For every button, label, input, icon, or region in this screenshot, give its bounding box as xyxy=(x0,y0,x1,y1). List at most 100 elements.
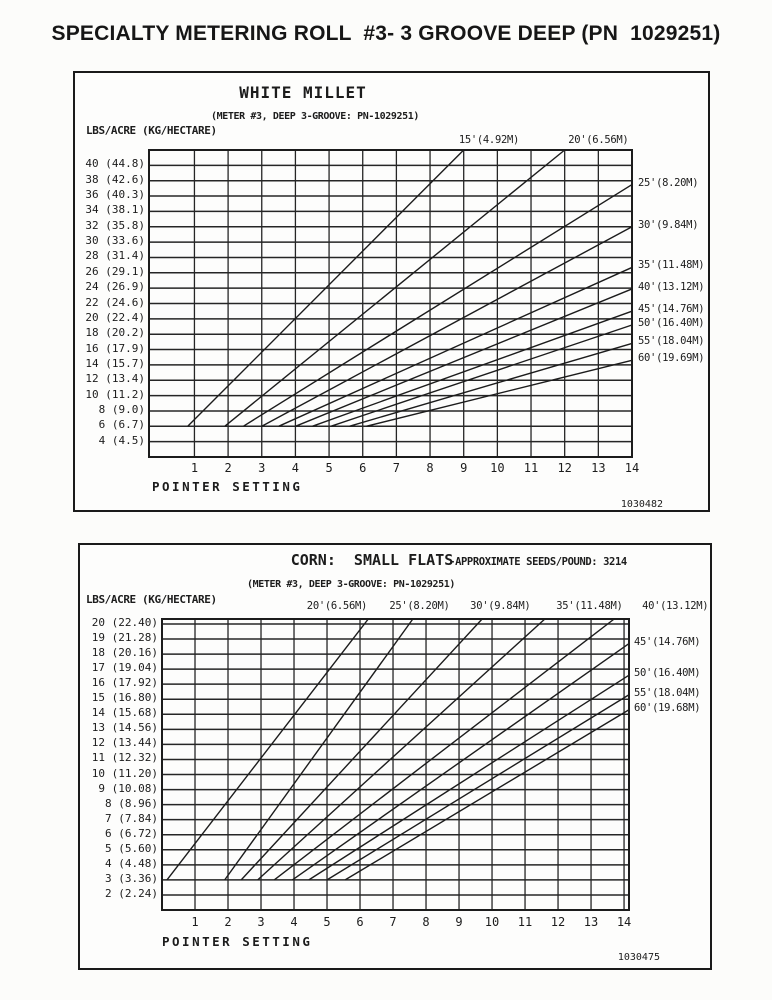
x-tick-label: 10 xyxy=(490,461,505,475)
series-line-55ft xyxy=(326,694,630,881)
y-tick-label: 16 (17.92) xyxy=(91,676,158,690)
x-tick-label: 9 xyxy=(460,461,468,475)
y-tick-label: 36 (40.3) xyxy=(85,188,145,202)
x-tick-label: 3 xyxy=(257,915,265,929)
x-tick-label: 4 xyxy=(290,915,298,929)
series-line-25ft xyxy=(242,183,633,427)
y-tick-label: 11 (12.32) xyxy=(91,751,158,765)
series-line-50ft xyxy=(308,674,630,881)
series-label-50ft: 50'(16.40M) xyxy=(634,667,701,680)
y-tick-label: 22 (24.6) xyxy=(85,295,145,309)
chart-title: CORN: SMALL FLATS xyxy=(290,551,454,569)
y-tick-label: 16 (17.9) xyxy=(85,341,145,355)
x-tick-label: 5 xyxy=(325,461,333,475)
chart-note: -APPROXIMATE SEEDS/POUND: 3214 xyxy=(449,556,627,568)
y-axis-label: LBS/ACRE (KG/HECTARE) xyxy=(86,124,217,137)
x-tick-label: 7 xyxy=(389,915,397,929)
series-label-60ft: 60'(19.68M) xyxy=(634,701,701,714)
y-tick-label: 10 (11.2) xyxy=(85,387,145,401)
series-label-45ft: 45'(14.76M) xyxy=(638,303,705,316)
x-tick-label: 13 xyxy=(591,461,606,475)
x-tick-label: 9 xyxy=(455,915,463,929)
series-line-60ft xyxy=(365,359,633,427)
series-label-35ft: 35'(11.48M) xyxy=(638,259,705,272)
y-tick-label: 19 (21.28) xyxy=(91,631,158,645)
series-label-40ft: 40'(13.12M) xyxy=(638,280,705,293)
x-tick-label: 4 xyxy=(291,461,300,475)
page-title: SPECIALTY METERING ROLL #3- 3 GROOVE DEE… xyxy=(51,22,721,45)
x-tick-label: 11 xyxy=(517,915,533,929)
y-tick-label: 14 (15.68) xyxy=(91,706,158,720)
white-millet-chart: WHITE MILLET (METER #3, DEEP 3-GROOVE: PN… xyxy=(73,71,710,512)
x-tick-label: 14 xyxy=(616,915,632,929)
series-line-35ft xyxy=(278,266,633,427)
y-tick-label: 8 (8.96) xyxy=(105,796,158,810)
series-label-55ft: 55'(18.04M) xyxy=(638,335,705,348)
series-line-55ft xyxy=(349,342,633,427)
x-tick-label: 2 xyxy=(224,915,232,929)
y-tick-label: 20 (22.40) xyxy=(91,615,158,629)
series-label-20ft: 20'(6.56M) xyxy=(306,600,368,612)
series-label-20ft: 20'(6.56M) xyxy=(568,134,629,146)
y-tick-label: 40 (44.8) xyxy=(85,157,145,171)
doc-number: 1030482 xyxy=(620,499,663,510)
y-tick-label: 14 (15.7) xyxy=(85,356,145,370)
y-tick-label: 4 (4.5) xyxy=(98,433,145,447)
y-tick-label: 2 (2.24) xyxy=(105,886,158,900)
y-tick-label: 6 (6.7) xyxy=(98,418,145,432)
series-label-60ft: 60'(19.69M) xyxy=(638,352,705,365)
y-tick-label: 34 (38.1) xyxy=(85,203,145,217)
series-label-30ft: 30'(9.84M) xyxy=(470,600,531,612)
chart-subtitle: (METER #3, DEEP 3-GROOVE: PN-1029251) xyxy=(247,579,455,590)
y-tick-label: 18 (20.2) xyxy=(85,326,145,340)
series-line-25ft xyxy=(224,618,414,881)
series-label-30ft: 30'(9.84M) xyxy=(638,218,699,231)
x-tick-label: 13 xyxy=(583,915,599,929)
series-line-15ft xyxy=(187,149,465,427)
series-label-25ft: 25'(8.20M) xyxy=(638,176,699,189)
x-axis-label: POINTER SETTING xyxy=(152,479,303,494)
y-tick-label: 12 (13.4) xyxy=(85,372,145,386)
doc-number: 1030475 xyxy=(617,952,660,963)
y-tick-label: 15 (16.80) xyxy=(91,691,158,705)
y-axis-label: LBS/ACRE (KG/HECTARE) xyxy=(86,593,217,606)
series-line-50ft xyxy=(330,324,633,427)
plot-frame xyxy=(148,149,633,458)
y-tick-label: 12 (13.44) xyxy=(91,736,158,750)
chart-subtitle: (METER #3, DEEP 3-GROOVE: PN-1029251) xyxy=(211,111,419,122)
y-tick-label: 17 (19.04) xyxy=(91,661,158,675)
y-tick-label: 20 (22.4) xyxy=(85,310,145,324)
series-line-30ft xyxy=(240,618,483,881)
series-label-45ft: 45'(14.76M) xyxy=(634,635,701,648)
series-line-20ft xyxy=(224,149,566,427)
series-line-60ft xyxy=(344,709,630,881)
series-label-15ft: 15'(4.92M) xyxy=(458,134,520,146)
x-tick-label: 1 xyxy=(191,915,199,929)
y-tick-label: 30 (33.6) xyxy=(85,234,145,248)
x-tick-label: 6 xyxy=(356,915,364,929)
x-tick-label: 7 xyxy=(392,461,400,475)
y-tick-label: 26 (29.1) xyxy=(85,264,145,278)
x-tick-label: 5 xyxy=(323,915,331,929)
x-tick-label: 6 xyxy=(359,461,367,475)
series-label-50ft: 50'(16.40M) xyxy=(638,316,705,329)
x-tick-label: 11 xyxy=(523,461,539,475)
corn-small-flats-chart: CORN: SMALL FLATS (METER #3, DEEP 3-GROOV… xyxy=(78,543,712,970)
x-tick-label: 12 xyxy=(550,915,566,929)
x-tick-label: 8 xyxy=(422,915,430,929)
y-tick-label: 18 (20.16) xyxy=(91,646,158,660)
series-line-20ft xyxy=(166,618,369,881)
series-line-40ft xyxy=(273,618,615,881)
y-tick-label: 28 (31.4) xyxy=(85,249,145,263)
series-label-55ft: 55'(18.04M) xyxy=(634,686,701,699)
x-tick-label: 10 xyxy=(484,915,500,929)
x-tick-label: 8 xyxy=(426,461,434,475)
series-line-45ft xyxy=(291,642,630,881)
y-tick-label: 32 (35.8) xyxy=(85,218,145,232)
x-tick-label: 1 xyxy=(190,461,199,475)
y-tick-label: 6 (6.72) xyxy=(105,826,158,840)
plot-grid xyxy=(148,149,633,458)
series-line-45ft xyxy=(312,310,633,427)
x-tick-label: 12 xyxy=(557,461,572,475)
